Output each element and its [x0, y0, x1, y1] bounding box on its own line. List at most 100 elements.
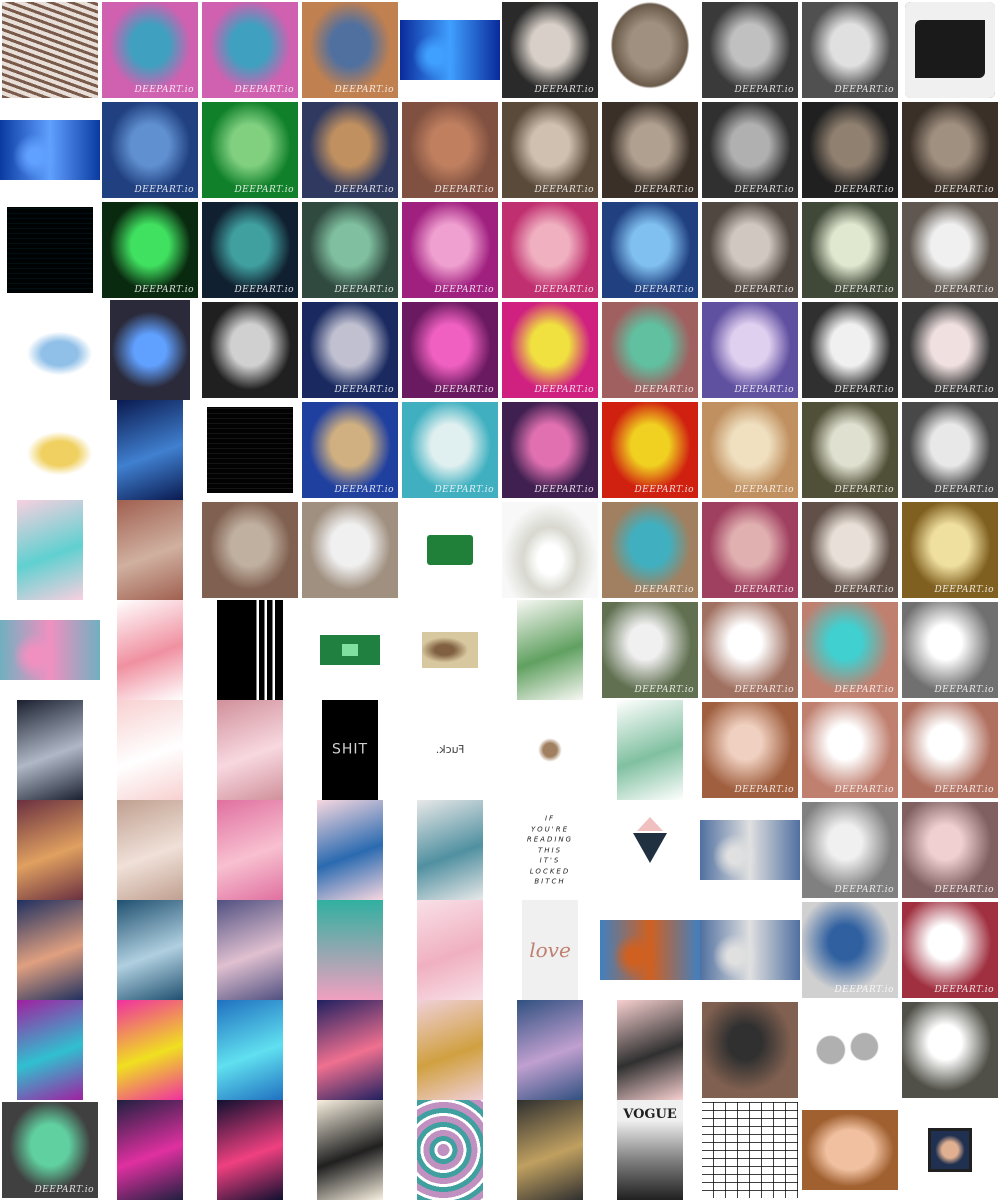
- gallery-cell[interactable]: [800, 1100, 900, 1200]
- gallery-cell[interactable]: [0, 1000, 100, 1100]
- gallery-cell[interactable]: DEEPART.io: [600, 100, 700, 200]
- gallery-cell[interactable]: [0, 800, 100, 900]
- gallery-thumbnail[interactable]: [702, 1002, 798, 1098]
- gallery-cell[interactable]: DEEPART.io: [800, 500, 900, 600]
- gallery-cell[interactable]: [400, 1000, 500, 1100]
- gallery-cell[interactable]: DEEPART.io: [500, 400, 600, 500]
- gallery-thumbnail[interactable]: [207, 407, 293, 493]
- gallery-thumbnail[interactable]: DEEPART.io: [2, 1102, 98, 1198]
- gallery-cell[interactable]: Fuck.: [400, 700, 500, 800]
- gallery-cell[interactable]: [400, 600, 500, 700]
- gallery-thumbnail[interactable]: DEEPART.io: [602, 602, 698, 698]
- gallery-cell[interactable]: DEEPART.io: [900, 600, 1000, 700]
- gallery-cell[interactable]: DEEPART.io: [700, 0, 800, 100]
- gallery-cell[interactable]: DEEPART.io: [500, 100, 600, 200]
- gallery-thumbnail[interactable]: [538, 738, 562, 762]
- gallery-thumbnail[interactable]: [217, 700, 283, 800]
- gallery-thumbnail[interactable]: [17, 700, 83, 800]
- gallery-cell[interactable]: DEEPART.io: [900, 400, 1000, 500]
- gallery-thumbnail[interactable]: [417, 800, 483, 900]
- gallery-cell[interactable]: DEEPART.io: [400, 300, 500, 400]
- gallery-thumbnail[interactable]: [110, 300, 190, 400]
- gallery-cell[interactable]: [100, 800, 200, 900]
- gallery-cell[interactable]: DEEPART.io: [500, 200, 600, 300]
- gallery-thumbnail[interactable]: [802, 1017, 898, 1083]
- gallery-cell[interactable]: DEEPART.io: [800, 600, 900, 700]
- gallery-thumbnail[interactable]: [517, 1000, 583, 1100]
- gallery-cell[interactable]: [300, 1000, 400, 1100]
- gallery-cell[interactable]: [600, 700, 700, 800]
- gallery-thumbnail[interactable]: DEEPART.io: [102, 202, 198, 298]
- gallery-cell[interactable]: [0, 100, 100, 200]
- gallery-cell[interactable]: [0, 700, 100, 800]
- gallery-thumbnail[interactable]: [317, 900, 383, 1000]
- gallery-thumbnail[interactable]: DEEPART.io: [602, 302, 698, 398]
- gallery-thumbnail[interactable]: [117, 400, 183, 500]
- gallery-cell[interactable]: [800, 1000, 900, 1100]
- gallery-thumbnail[interactable]: DEEPART.io: [302, 2, 398, 98]
- gallery-cell[interactable]: DEEPART.io: [700, 300, 800, 400]
- gallery-thumbnail[interactable]: DEEPART.io: [802, 702, 898, 798]
- gallery-cell[interactable]: [400, 800, 500, 900]
- gallery-cell[interactable]: DEEPART.io: [800, 900, 900, 1000]
- gallery-thumbnail[interactable]: DEEPART.io: [802, 402, 898, 498]
- gallery-thumbnail[interactable]: [2, 2, 98, 98]
- gallery-cell[interactable]: DEEPART.io: [900, 100, 1000, 200]
- gallery-thumbnail[interactable]: DEEPART.io: [602, 502, 698, 598]
- gallery-cell[interactable]: DEEPART.io: [700, 400, 800, 500]
- gallery-thumbnail[interactable]: [0, 620, 100, 680]
- gallery-cell[interactable]: DEEPART.io: [900, 700, 1000, 800]
- gallery-thumbnail[interactable]: SHIT: [322, 700, 378, 800]
- gallery-thumbnail[interactable]: [317, 1100, 383, 1200]
- gallery-cell[interactable]: DEEPART.io: [0, 1100, 100, 1200]
- gallery-thumbnail[interactable]: [117, 1000, 183, 1100]
- gallery-thumbnail[interactable]: DEEPART.io: [702, 702, 798, 798]
- gallery-thumbnail[interactable]: DEEPART.io: [202, 202, 298, 298]
- gallery-thumbnail[interactable]: [417, 900, 483, 1000]
- gallery-thumbnail[interactable]: DEEPART.io: [802, 2, 898, 98]
- gallery-cell[interactable]: [900, 1000, 1000, 1100]
- gallery-thumbnail[interactable]: [427, 535, 473, 565]
- gallery-thumbnail[interactable]: DEEPART.io: [402, 202, 498, 298]
- gallery-thumbnail[interactable]: [702, 1102, 798, 1198]
- gallery-cell[interactable]: [0, 600, 100, 700]
- gallery-cell[interactable]: [100, 500, 200, 600]
- gallery-thumbnail[interactable]: [625, 815, 675, 885]
- gallery-thumbnail[interactable]: [905, 2, 995, 98]
- gallery-cell[interactable]: [0, 400, 100, 500]
- gallery-thumbnail[interactable]: [417, 1000, 483, 1100]
- gallery-cell[interactable]: DEEPART.io: [300, 400, 400, 500]
- gallery-cell[interactable]: DEEPART.io: [400, 200, 500, 300]
- gallery-thumbnail[interactable]: DEEPART.io: [702, 302, 798, 398]
- gallery-cell[interactable]: DEEPART.io: [300, 300, 400, 400]
- gallery-thumbnail[interactable]: DEEPART.io: [802, 902, 898, 998]
- gallery-thumbnail[interactable]: DEEPART.io: [302, 402, 398, 498]
- gallery-cell[interactable]: [100, 700, 200, 800]
- gallery-cell[interactable]: love: [500, 900, 600, 1000]
- gallery-thumbnail[interactable]: DEEPART.io: [502, 2, 598, 98]
- gallery-cell[interactable]: [400, 1100, 500, 1200]
- gallery-cell[interactable]: [0, 900, 100, 1000]
- gallery-thumbnail[interactable]: [700, 920, 800, 980]
- gallery-thumbnail[interactable]: DEEPART.io: [402, 102, 498, 198]
- gallery-thumbnail[interactable]: DEEPART.io: [702, 402, 798, 498]
- gallery-cell[interactable]: DEEPART.io: [200, 100, 300, 200]
- gallery-cell[interactable]: DEEPART.io: [700, 500, 800, 600]
- gallery-cell[interactable]: [600, 0, 700, 100]
- gallery-cell[interactable]: DEEPART.io: [300, 100, 400, 200]
- gallery-cell[interactable]: [500, 500, 600, 600]
- gallery-thumbnail[interactable]: [902, 1002, 998, 1098]
- gallery-cell[interactable]: DEEPART.io: [600, 300, 700, 400]
- gallery-cell[interactable]: DEEPART.io: [600, 200, 700, 300]
- gallery-cell[interactable]: [300, 500, 400, 600]
- gallery-thumbnail[interactable]: DEEPART.io: [702, 602, 798, 698]
- gallery-cell[interactable]: DEEPART.io: [800, 200, 900, 300]
- gallery-thumbnail[interactable]: [202, 302, 298, 398]
- gallery-thumbnail[interactable]: DEEPART.io: [702, 202, 798, 298]
- gallery-cell[interactable]: DEEPART.io: [700, 200, 800, 300]
- gallery-thumbnail[interactable]: DEEPART.io: [902, 402, 998, 498]
- gallery-thumbnail[interactable]: [117, 800, 183, 900]
- gallery-thumbnail[interactable]: [928, 1128, 972, 1172]
- gallery-cell[interactable]: [200, 300, 300, 400]
- gallery-thumbnail[interactable]: [517, 1100, 583, 1200]
